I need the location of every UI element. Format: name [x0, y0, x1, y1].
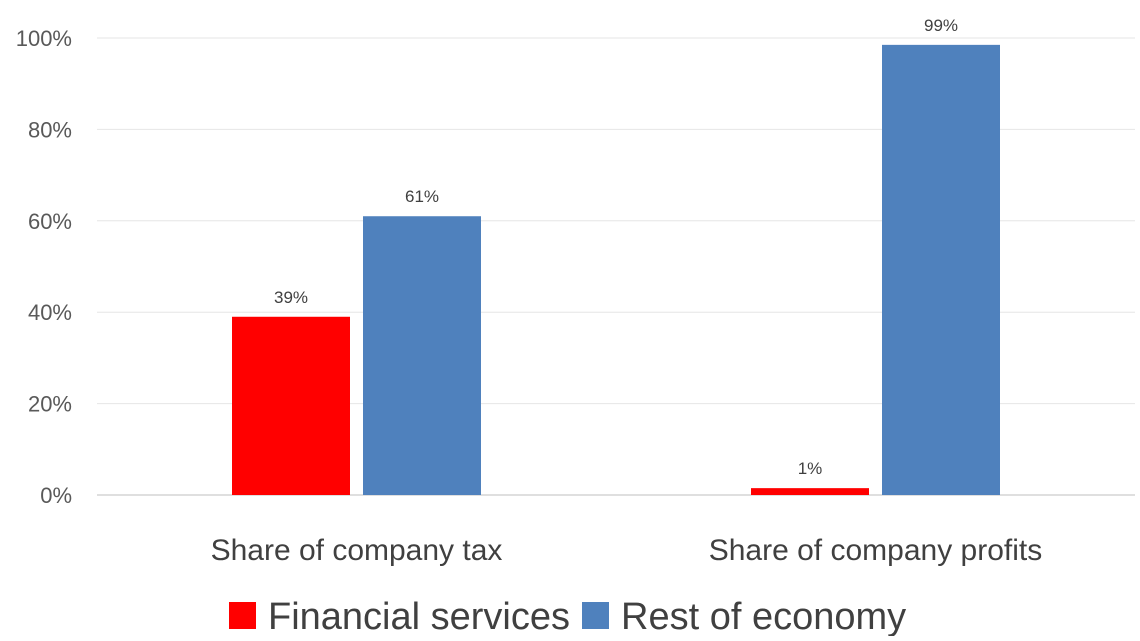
legend-label: Rest of economy — [621, 596, 906, 636]
legend-swatch — [229, 602, 256, 629]
bar — [882, 44, 1000, 495]
legend-swatch — [582, 602, 609, 629]
legend-label: Financial services — [268, 596, 570, 636]
data-label: 61% — [405, 187, 439, 206]
bar — [232, 316, 350, 495]
x-tick-label: Share of company profits — [709, 534, 1043, 567]
y-tick-label: 80% — [28, 117, 72, 142]
x-tick-label: Share of company tax — [211, 534, 503, 567]
bar — [751, 488, 869, 495]
y-tick-label: 100% — [16, 26, 72, 51]
bar — [363, 216, 481, 496]
y-tick-label: 20% — [28, 392, 72, 417]
data-label: 1% — [798, 459, 823, 478]
y-tick-label: 0% — [40, 483, 72, 508]
x-axis: Share of company tax Share of company pro… — [211, 534, 1043, 567]
bars — [232, 44, 1000, 496]
y-tick-label: 40% — [28, 300, 72, 325]
data-label: 39% — [274, 288, 308, 307]
data-label: 99% — [924, 16, 958, 35]
y-axis: 0% 20% 40% 60% 80% 100% — [16, 26, 72, 508]
legend: Financial services Rest of economy — [229, 596, 906, 638]
y-tick-label: 60% — [28, 209, 72, 234]
data-labels: 39% 61% 1% 99% — [274, 16, 958, 478]
